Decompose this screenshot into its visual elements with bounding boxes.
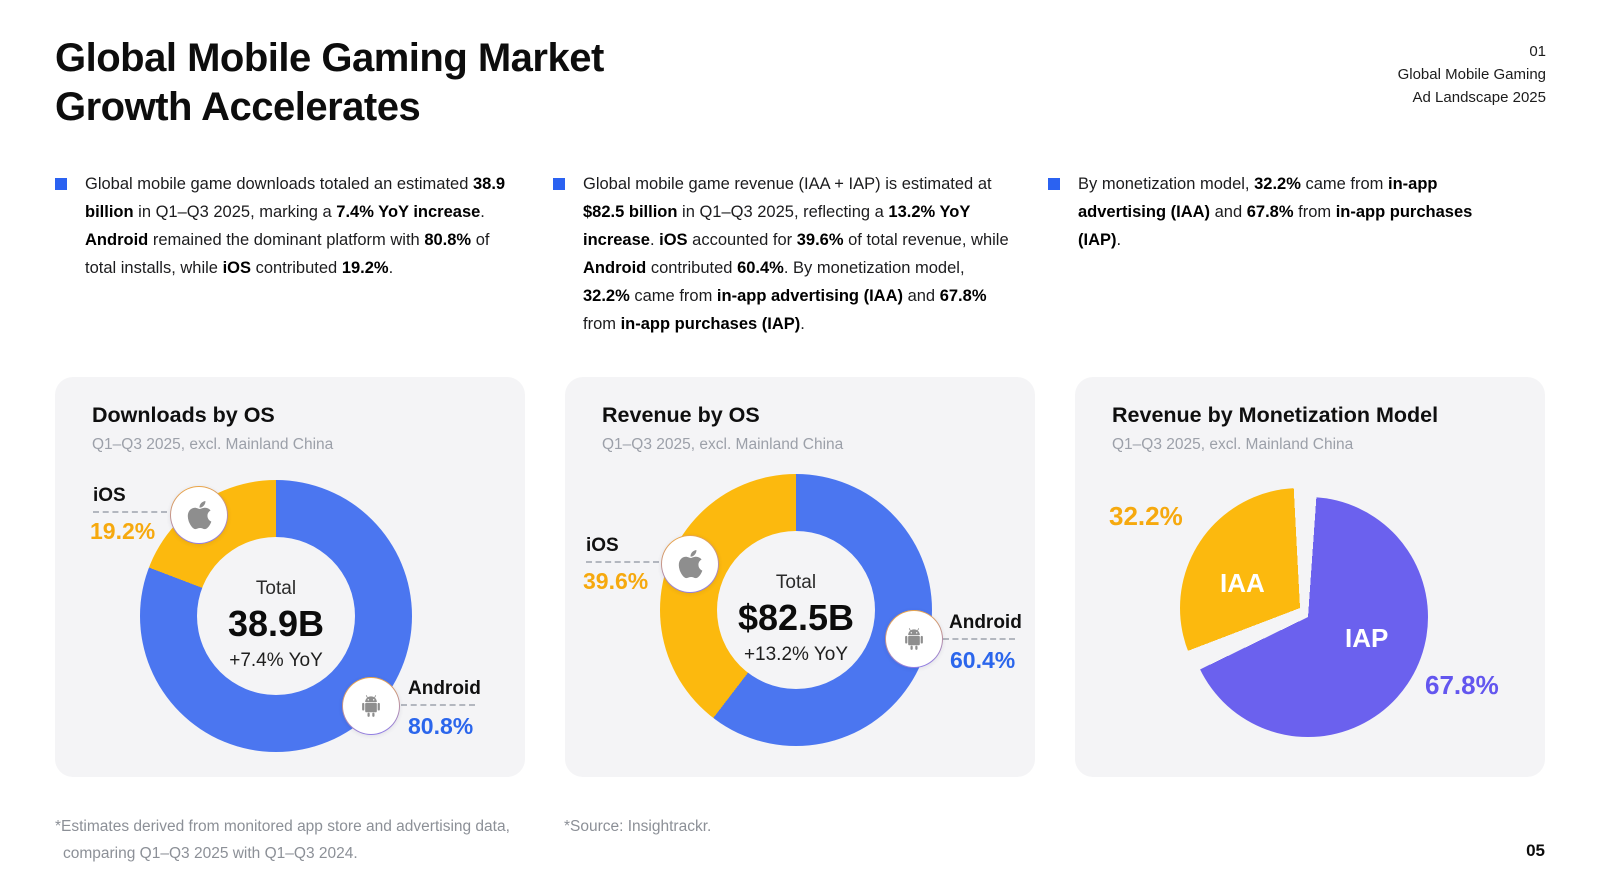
card-subtitle: Q1–Q3 2025, excl. Mainland China bbox=[1112, 436, 1354, 453]
ios-share-value: 19.2% bbox=[90, 518, 156, 544]
center-value: 38.9B bbox=[227, 603, 325, 644]
android-share-value: 60.4% bbox=[950, 647, 1016, 673]
card-subtitle: Q1–Q3 2025, excl. Mainland China bbox=[602, 436, 844, 453]
footnote-line2: comparing Q1–Q3 2025 with Q1–Q3 2024. bbox=[63, 845, 358, 862]
apple-icon bbox=[187, 501, 211, 530]
center-label: Total bbox=[255, 578, 297, 599]
footnote-line1: *Estimates derived from monitored app st… bbox=[55, 818, 510, 835]
iaa-share-value: 32.2% bbox=[1109, 501, 1183, 531]
android-icon bbox=[362, 695, 380, 717]
card-revenue-by-os: Revenue by OS Q1–Q3 2025, excl. Mainland… bbox=[565, 377, 1035, 777]
center-yoy: +13.2% YoY bbox=[743, 644, 849, 665]
card-title: Revenue by Monetization Model bbox=[1112, 403, 1439, 427]
downloads-donut-chart bbox=[140, 480, 412, 752]
ios-badge bbox=[170, 486, 228, 544]
donut-center-text: Total $82.5B +13.2% YoY bbox=[660, 572, 932, 666]
bullet-downloads: Global mobile game downloads totaled an … bbox=[55, 170, 507, 282]
revenue-donut-chart bbox=[660, 474, 932, 746]
android-icon bbox=[905, 628, 923, 650]
center-value: $82.5B bbox=[737, 597, 855, 638]
ios-connector-line bbox=[93, 511, 167, 513]
ios-share-value: 39.6% bbox=[583, 568, 649, 594]
bullet-marker bbox=[553, 178, 565, 190]
header-kicker: 01 Global Mobile Gaming Ad Landscape 202… bbox=[1398, 40, 1546, 109]
ios-label: iOS bbox=[586, 535, 619, 556]
center-label: Total bbox=[775, 572, 817, 593]
center-yoy: +7.4% YoY bbox=[229, 650, 323, 671]
apple-icon bbox=[678, 550, 702, 579]
ios-connector-line bbox=[586, 561, 659, 563]
kicker-line1: Global Mobile Gaming bbox=[1397, 66, 1546, 83]
card-subtitle: Q1–Q3 2025, excl. Mainland China bbox=[92, 436, 334, 453]
bullet-revenue-text: Global mobile game revenue (IAA + IAP) i… bbox=[583, 175, 1009, 333]
android-connector-line bbox=[401, 704, 475, 706]
card-revenue-by-monetization: Revenue by Monetization Model Q1–Q3 2025… bbox=[1075, 377, 1545, 777]
iap-share-value: 67.8% bbox=[1425, 670, 1499, 700]
bullet-monetization-text: By monetization model, 32.2% came from i… bbox=[1078, 175, 1473, 249]
iaa-slice-label: IAA bbox=[1220, 568, 1265, 598]
bullet-marker bbox=[55, 178, 67, 190]
android-share-value: 80.8% bbox=[408, 713, 474, 739]
donut-center-text: Total 38.9B +7.4% YoY bbox=[140, 578, 412, 672]
page-number: 05 bbox=[1526, 841, 1545, 860]
ios-label: iOS bbox=[93, 485, 126, 506]
bullet-marker bbox=[1048, 178, 1060, 190]
iap-slice-label: IAP bbox=[1345, 623, 1389, 653]
kicker-line2: Ad Landscape 2025 bbox=[1412, 89, 1546, 106]
card-title: Revenue by OS bbox=[602, 403, 760, 427]
card-title: Downloads by OS bbox=[92, 403, 275, 427]
source-note: *Source: Insightrackr. bbox=[564, 818, 712, 835]
android-label: Android bbox=[949, 612, 1022, 633]
page-title-line1: Global Mobile Gaming Market bbox=[55, 36, 604, 80]
bullet-downloads-text: Global mobile game downloads totaled an … bbox=[85, 175, 506, 277]
android-badge bbox=[342, 677, 400, 735]
android-connector-line bbox=[943, 638, 1015, 640]
page-title: Global Mobile Gaming Market Growth Accel… bbox=[55, 34, 604, 132]
card-downloads-by-os: Downloads by OS Q1–Q3 2025, excl. Mainla… bbox=[55, 377, 525, 777]
bullet-monetization: By monetization model, 32.2% came from i… bbox=[1048, 170, 1510, 254]
android-badge bbox=[885, 610, 943, 668]
bullet-revenue: Global mobile game revenue (IAA + IAP) i… bbox=[553, 170, 1015, 338]
android-label: Android bbox=[408, 678, 481, 699]
kicker-number: 01 bbox=[1529, 43, 1546, 60]
page-title-line2: Growth Accelerates bbox=[55, 85, 421, 129]
iaa-pie-slice bbox=[1180, 488, 1420, 728]
ios-badge bbox=[661, 535, 719, 593]
